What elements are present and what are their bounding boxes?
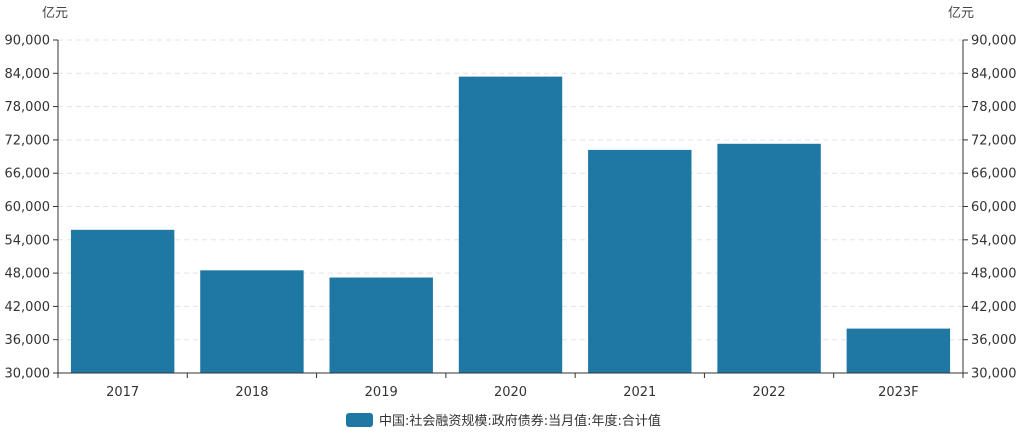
left-tick-label: 36,000 (5, 333, 51, 348)
x-tick-label: 2023F (878, 385, 919, 400)
right-tick-label: 54,000 (971, 233, 1017, 248)
x-ticks: 2017 2018 2019 2020 2021 2022 2023F (57, 373, 964, 400)
legend-label: 中国:社会融资规模:政府债券:当月值:年度:合计值 (379, 413, 661, 429)
bar-2017[interactable] (70, 229, 175, 373)
right-y-ticks: 30,000 36,000 42,000 48,000 54,000 60,000 66,0… (963, 34, 1017, 382)
left-tick-label: 84,000 (5, 67, 51, 82)
x-tick-label: 2019 (365, 385, 398, 400)
right-tick-label: 84,000 (971, 67, 1017, 82)
bar-2021[interactable] (588, 149, 692, 373)
bars (70, 76, 951, 373)
bar-2019[interactable] (329, 277, 433, 373)
left-tick-label: 90,000 (5, 34, 51, 49)
right-tick-label: 66,000 (971, 167, 1017, 182)
right-tick-label: 30,000 (971, 367, 1017, 382)
left-tick-label: 78,000 (5, 100, 51, 115)
x-tick-label: 2018 (235, 385, 268, 400)
right-tick-label: 90,000 (971, 34, 1017, 49)
left-tick-label: 48,000 (5, 267, 51, 282)
left-tick-label: 30,000 (5, 367, 51, 382)
x-tick-label: 2021 (623, 385, 656, 400)
left-tick-label: 60,000 (5, 200, 51, 215)
right-tick-label: 42,000 (971, 300, 1017, 315)
bar-2020[interactable] (458, 76, 563, 373)
legend-swatch (346, 413, 373, 427)
bar-2018[interactable] (200, 270, 304, 373)
right-unit-label: 亿元 (948, 6, 974, 21)
bar-2023F[interactable] (846, 328, 951, 373)
right-tick-label: 60,000 (971, 200, 1017, 215)
left-unit-label: 亿元 (42, 6, 68, 21)
right-tick-label: 48,000 (971, 267, 1017, 282)
left-tick-label: 72,000 (5, 133, 51, 148)
bar-2022[interactable] (717, 143, 821, 373)
left-tick-label: 54,000 (5, 233, 51, 248)
right-tick-label: 72,000 (971, 133, 1017, 148)
right-tick-label: 36,000 (971, 333, 1017, 348)
x-tick-label: 2022 (753, 385, 786, 400)
left-tick-label: 42,000 (5, 300, 51, 315)
x-tick-label: 2017 (106, 385, 139, 400)
left-tick-label: 66,000 (5, 167, 51, 182)
x-tick-label: 2020 (494, 385, 527, 400)
right-tick-label: 78,000 (971, 100, 1017, 115)
left-y-ticks: 30,000 36,000 42,000 48,000 54,000 60,000 66,0… (5, 34, 58, 382)
legend[interactable]: 中国:社会融资规模:政府债券:当月值:年度:合计值 (346, 413, 661, 429)
